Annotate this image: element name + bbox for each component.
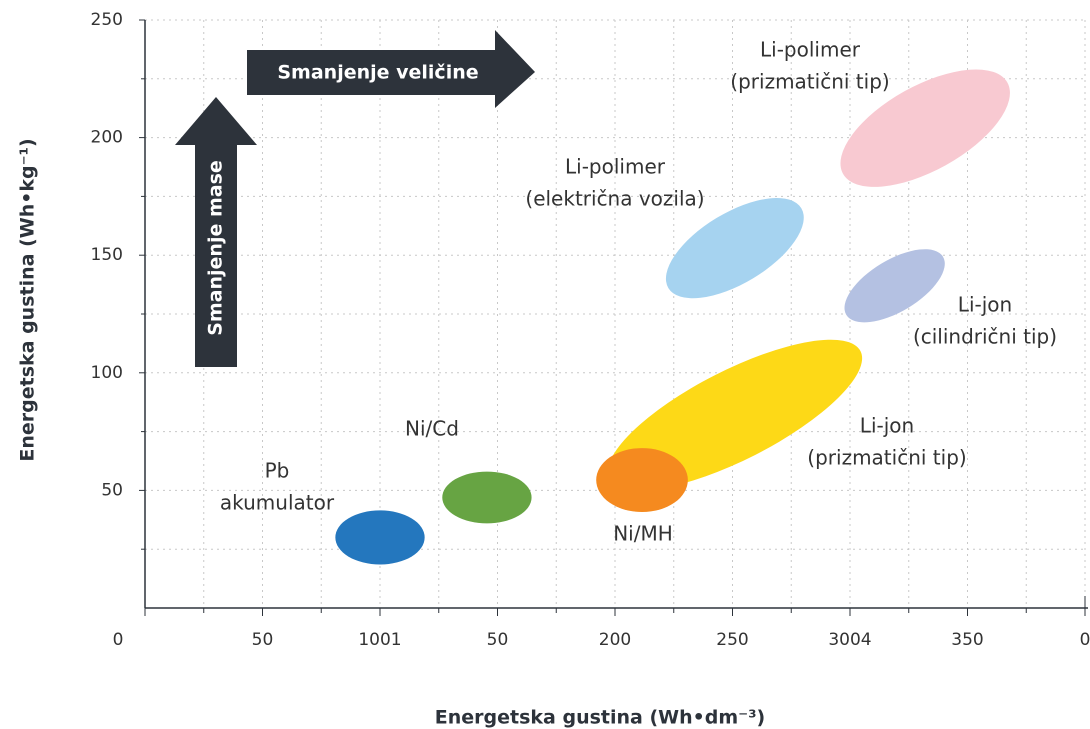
x-tick-label: 200: [599, 630, 631, 650]
y-tick-label: 200: [91, 128, 123, 148]
region-label: Li-jon: [860, 414, 914, 438]
x-tick-label: 3004: [828, 630, 871, 650]
y-tick-label: 150: [91, 245, 123, 265]
regions: [335, 69, 1010, 565]
region: [335, 510, 425, 565]
y-tick-label: 250: [91, 10, 123, 30]
region-label: (cilindrični tip): [913, 325, 1057, 349]
region: [840, 69, 1010, 187]
horizontal-arrow-label: Smanjenje veličine: [277, 62, 478, 84]
region-label: Li-jon: [958, 293, 1012, 317]
vertical-arrow-label: Smanjenje mase: [205, 160, 227, 336]
region: [665, 198, 804, 299]
region-label: (električna vozila): [525, 187, 704, 211]
x-tick-label: 50: [487, 630, 509, 650]
arrows: Smanjenje veličine Smanjenje mase: [175, 30, 535, 367]
x-tick-label: 50: [252, 630, 274, 650]
y-axis-title: Energetska gustina (Wh•kg⁻¹): [17, 138, 39, 461]
horizontal-arrow: [247, 30, 535, 108]
region-label: Li-polimer: [565, 155, 666, 179]
x-tick-label: 0: [1080, 630, 1090, 650]
region-label: akumulator: [220, 491, 335, 515]
region: [442, 471, 532, 524]
vertical-arrow: [175, 97, 257, 367]
x-tick-label: 350: [951, 630, 983, 650]
region-label: (prizmatični tip): [807, 446, 966, 470]
region-label: Li-polimer: [760, 38, 861, 62]
x-tick-label: 1001: [358, 630, 401, 650]
x-tick-label: 250: [716, 630, 748, 650]
region-label: Pb: [265, 459, 290, 483]
region: [844, 249, 945, 323]
y-tick-label: 50: [101, 480, 123, 500]
region: [596, 448, 688, 513]
region-label: Ni/MH: [613, 522, 673, 546]
region-label: (prizmatični tip): [730, 70, 889, 94]
y-tick-label: 100: [91, 363, 123, 383]
region-label: Ni/Cd: [405, 417, 459, 441]
x-axis-title: Energetska gustina (Wh•dm⁻³): [435, 707, 765, 729]
region: [607, 339, 863, 491]
x-tick-label: 0: [113, 630, 124, 650]
